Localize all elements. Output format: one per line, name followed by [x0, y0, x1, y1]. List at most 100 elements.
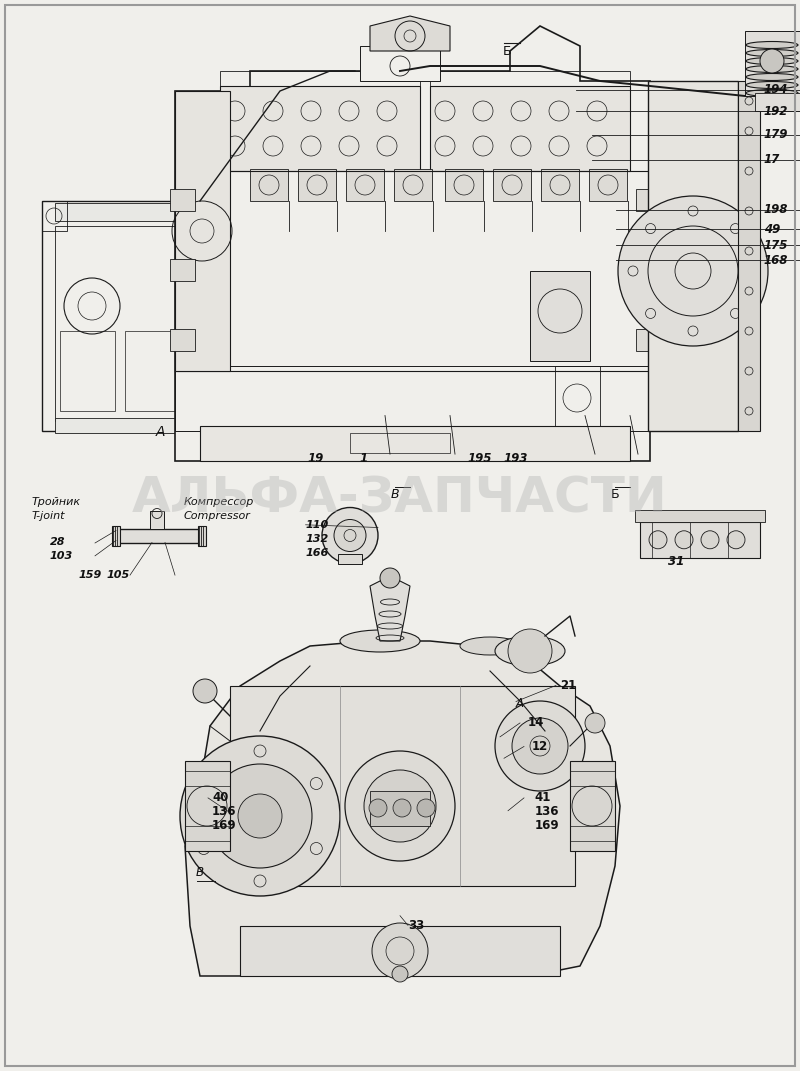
Text: Б: Б: [502, 45, 511, 58]
Circle shape: [760, 49, 784, 73]
Bar: [112, 526, 120, 545]
Bar: [220, 86, 420, 171]
Ellipse shape: [340, 630, 420, 652]
Circle shape: [512, 718, 568, 774]
Text: Тройник: Тройник: [32, 497, 81, 508]
Text: 33: 33: [408, 919, 424, 932]
Text: 110: 110: [306, 519, 329, 530]
Bar: [125, 331, 175, 411]
Bar: [115, 528, 205, 543]
Circle shape: [417, 799, 435, 817]
Bar: [55, 226, 185, 421]
Bar: [185, 771, 230, 786]
Bar: [430, 86, 630, 171]
Circle shape: [701, 531, 719, 548]
Bar: [530, 271, 590, 361]
Bar: [636, 329, 661, 351]
Ellipse shape: [746, 49, 798, 57]
Text: В: В: [390, 488, 399, 501]
Text: 159: 159: [78, 570, 102, 580]
Text: А: А: [516, 697, 524, 710]
Circle shape: [508, 629, 552, 673]
Bar: [185, 826, 230, 841]
Bar: [60, 331, 115, 411]
Ellipse shape: [746, 90, 798, 96]
Circle shape: [364, 770, 436, 842]
Bar: [738, 81, 760, 431]
Bar: [200, 426, 630, 461]
Text: 169: 169: [534, 819, 559, 832]
Circle shape: [369, 799, 387, 817]
Text: 195: 195: [468, 452, 492, 465]
Circle shape: [649, 531, 667, 548]
Ellipse shape: [746, 42, 798, 48]
Text: 179: 179: [764, 129, 788, 141]
Text: 40: 40: [212, 791, 228, 804]
Bar: [493, 169, 531, 201]
Circle shape: [345, 751, 455, 861]
Bar: [541, 169, 579, 201]
Text: 19: 19: [308, 452, 324, 465]
Polygon shape: [370, 576, 410, 642]
Bar: [175, 171, 650, 371]
Bar: [636, 188, 661, 211]
Bar: [338, 554, 362, 563]
Circle shape: [208, 764, 312, 868]
Ellipse shape: [746, 58, 798, 64]
Bar: [198, 526, 206, 545]
Circle shape: [675, 531, 693, 548]
Bar: [250, 169, 288, 201]
Polygon shape: [175, 26, 650, 461]
Bar: [175, 91, 230, 371]
Text: Компрессор: Компрессор: [184, 497, 254, 508]
Text: 31: 31: [668, 555, 684, 568]
Text: 132: 132: [306, 533, 329, 544]
Text: 103: 103: [50, 550, 73, 561]
Text: Compressor: Compressor: [184, 511, 251, 522]
Circle shape: [585, 713, 605, 733]
Bar: [755, 93, 800, 111]
Text: T-joint: T-joint: [32, 511, 66, 522]
Polygon shape: [185, 642, 620, 976]
Text: 175: 175: [764, 239, 788, 252]
Circle shape: [727, 531, 745, 548]
Text: 169: 169: [212, 819, 237, 832]
Bar: [635, 510, 765, 522]
Circle shape: [618, 196, 768, 346]
Bar: [394, 169, 432, 201]
Bar: [430, 71, 630, 86]
Text: 192: 192: [764, 105, 788, 118]
Bar: [370, 791, 430, 826]
Bar: [298, 169, 336, 201]
Circle shape: [495, 702, 585, 791]
Bar: [346, 169, 384, 201]
Bar: [555, 366, 600, 431]
Text: 12: 12: [532, 740, 548, 753]
Bar: [240, 926, 560, 976]
Circle shape: [238, 794, 282, 838]
Text: 193: 193: [504, 452, 528, 465]
Text: 168: 168: [764, 254, 788, 267]
Bar: [170, 329, 195, 351]
Bar: [42, 201, 67, 231]
Text: 194: 194: [764, 84, 788, 96]
Circle shape: [180, 736, 340, 896]
Bar: [350, 433, 450, 453]
Text: 17: 17: [764, 153, 780, 166]
Bar: [170, 259, 195, 281]
Bar: [745, 31, 800, 96]
Circle shape: [393, 799, 411, 817]
Bar: [360, 46, 440, 81]
Text: В: В: [195, 866, 203, 879]
Circle shape: [380, 568, 400, 588]
Bar: [570, 826, 615, 841]
Bar: [150, 511, 164, 528]
Ellipse shape: [746, 81, 798, 89]
Bar: [570, 771, 615, 786]
Text: 166: 166: [306, 547, 329, 558]
Bar: [175, 366, 650, 431]
Ellipse shape: [746, 65, 798, 73]
Text: 198: 198: [764, 203, 788, 216]
Text: 41: 41: [534, 791, 550, 804]
Bar: [230, 687, 575, 886]
